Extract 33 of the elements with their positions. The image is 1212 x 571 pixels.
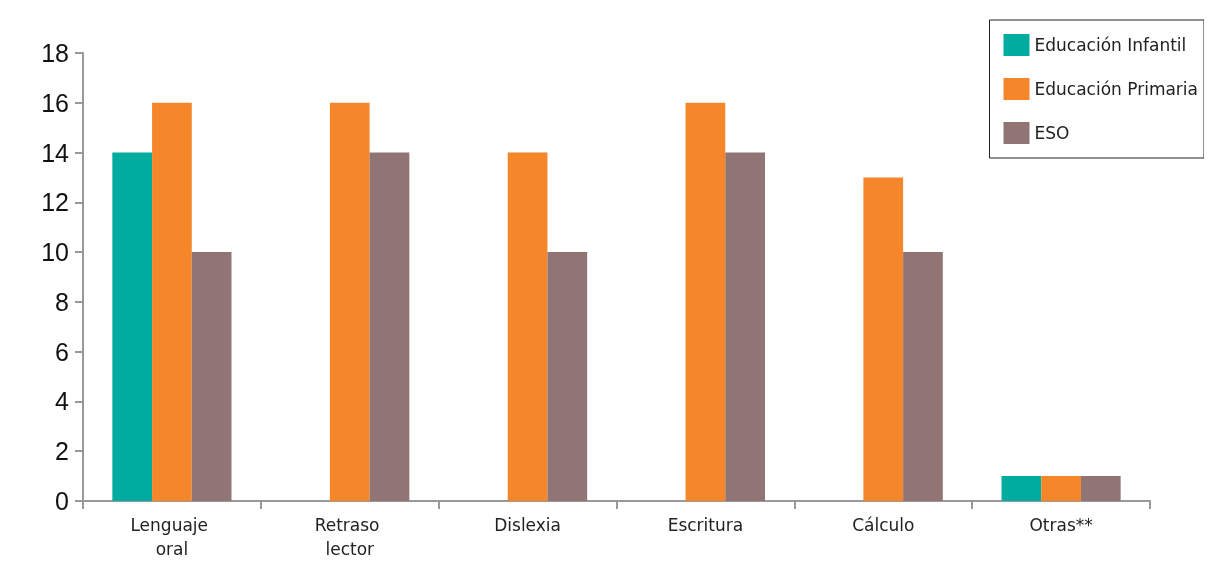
- bar: [369, 152, 410, 501]
- y-tick-label: 4: [55, 387, 70, 416]
- bar: [685, 102, 726, 501]
- legend-label: Educación Primaria: [1034, 79, 1199, 99]
- x-tick-label: Escritura: [667, 515, 744, 535]
- x-tick-label: Retraso lector: [314, 515, 385, 559]
- bar: [547, 252, 588, 501]
- y-tick-label: 16: [41, 88, 69, 117]
- x-tick-label: Lenguaje oral: [130, 515, 214, 559]
- legend-label: Educación Infantil: [1034, 35, 1187, 55]
- legend-label: ESO: [1034, 123, 1070, 143]
- y-tick-label: 14: [41, 138, 70, 167]
- x-tick-label: Cálculo: [852, 515, 915, 535]
- bar: [903, 252, 943, 501]
- y-tick-label: 12: [41, 188, 69, 217]
- bar: [507, 152, 548, 501]
- bar: [329, 102, 370, 501]
- y-tick-label: 2: [55, 437, 69, 466]
- y-tick-label: 8: [55, 287, 69, 316]
- bar: [1001, 476, 1042, 501]
- y-tick-label: 6: [55, 337, 69, 366]
- bar: [1080, 476, 1121, 501]
- bar: [725, 152, 765, 501]
- y-tick-label: 0: [55, 487, 69, 515]
- x-tick-label: Dislexia: [494, 515, 561, 535]
- bar: [191, 252, 232, 501]
- y-tick-label: 10: [41, 238, 69, 267]
- bar: [863, 177, 904, 501]
- bar: [1041, 476, 1081, 501]
- bar: [112, 152, 153, 501]
- y-tick-label: 18: [41, 39, 69, 67]
- x-tick-label: Otras**: [1029, 515, 1093, 535]
- bar: [152, 102, 192, 501]
